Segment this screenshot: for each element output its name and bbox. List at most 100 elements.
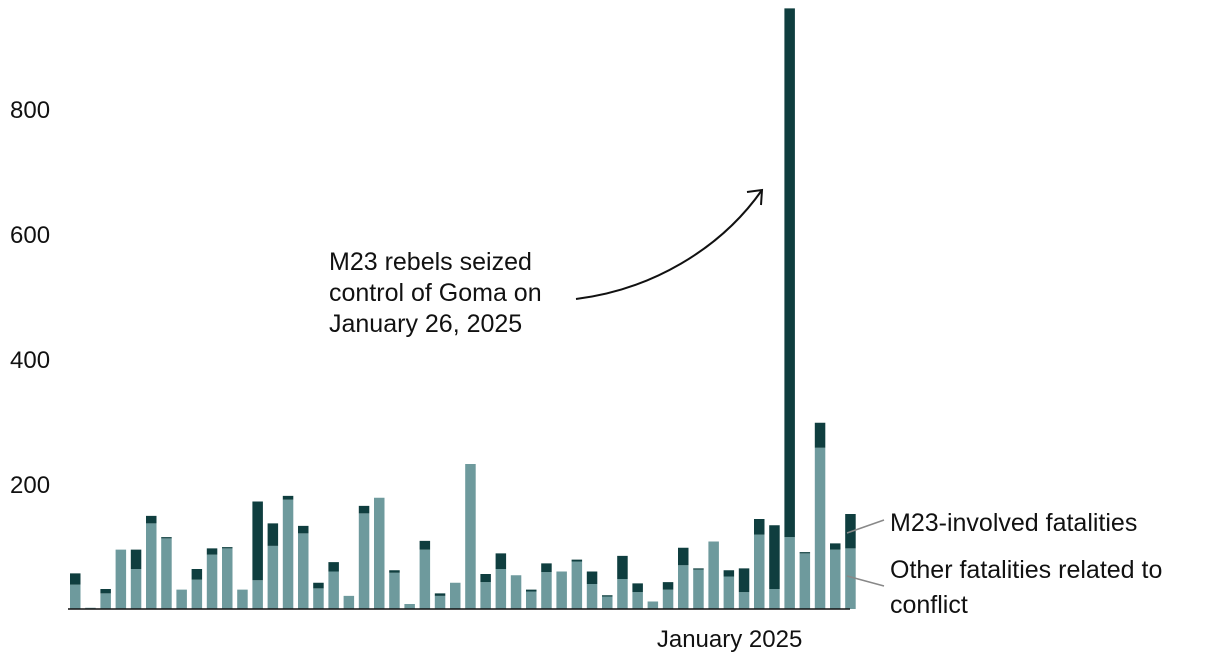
- bar-other-fatalities: [404, 604, 415, 609]
- bar-other-fatalities: [708, 541, 719, 609]
- bar-m23-fatalities: [541, 563, 552, 573]
- legend-leader-other: [846, 575, 885, 587]
- bar-other-fatalities: [176, 589, 187, 609]
- bar-other-fatalities: [267, 545, 279, 609]
- bar-other-fatalities: [313, 588, 324, 609]
- bar-other-fatalities: [191, 579, 203, 609]
- y-tick-label: 600: [10, 222, 50, 249]
- bar-other-fatalities: [495, 569, 507, 609]
- bar-m23-fatalities: [602, 595, 613, 597]
- bar-m23-fatalities: [358, 505, 370, 514]
- bar-other-fatalities: [328, 571, 339, 609]
- bar-m23-fatalities: [206, 548, 218, 555]
- bar-other-fatalities: [586, 584, 598, 609]
- bar-other-fatalities: [282, 499, 294, 609]
- annotation-line-3: January 26, 2025: [329, 310, 522, 338]
- bar-other-fatalities: [222, 548, 233, 609]
- bar-other-fatalities: [541, 572, 552, 609]
- bar-other-fatalities: [571, 561, 583, 609]
- bar-other-fatalities: [298, 533, 309, 609]
- bars: [70, 8, 856, 609]
- bar-m23-fatalities: [313, 582, 324, 589]
- bar-m23-fatalities: [282, 495, 294, 500]
- bar-other-fatalities: [465, 464, 476, 609]
- bar-m23-fatalities: [632, 583, 643, 593]
- annotation-line-2: control of Goma on: [329, 279, 542, 307]
- bar-m23-fatalities: [526, 589, 537, 592]
- bar-other-fatalities: [450, 582, 461, 609]
- bar-m23-fatalities: [754, 519, 765, 535]
- bar-m23-fatalities: [586, 571, 598, 584]
- y-tick-label: 200: [10, 472, 50, 499]
- annotation-arrow: [575, 189, 763, 300]
- bar-m23-fatalities: [267, 523, 279, 546]
- bar-m23-fatalities: [298, 525, 309, 534]
- bar-m23-fatalities: [799, 552, 811, 554]
- bar-other-fatalities: [343, 595, 355, 609]
- legend: M23-involved fatalities Other fatalities…: [846, 509, 1169, 619]
- bar-m23-fatalities: [419, 540, 431, 550]
- annotation-text: M23 rebels seized control of Goma on Jan…: [329, 248, 549, 338]
- bar-m23-fatalities: [252, 501, 263, 581]
- bar-other-fatalities: [754, 534, 765, 609]
- bar-m23-fatalities: [100, 589, 111, 594]
- bar-m23-fatalities: [723, 570, 735, 577]
- bar-other-fatalities: [723, 576, 735, 609]
- bar-m23-fatalities: [814, 422, 826, 448]
- bar-other-fatalities: [814, 447, 826, 609]
- bar-other-fatalities: [738, 592, 750, 609]
- bar-other-fatalities: [632, 592, 643, 609]
- bar-m23-fatalities: [738, 568, 750, 593]
- bar-m23-fatalities: [571, 559, 583, 562]
- bar-other-fatalities: [769, 589, 780, 609]
- legend-label-other: Other fatalities related to conflict: [890, 556, 1169, 619]
- y-tick-label: 400: [10, 347, 50, 374]
- bar-other-fatalities: [70, 584, 81, 609]
- bar-other-fatalities: [693, 569, 704, 609]
- bar-other-fatalities: [510, 575, 522, 609]
- bar-m23-fatalities: [434, 593, 446, 596]
- bar-m23-fatalities: [191, 569, 203, 580]
- bar-other-fatalities: [237, 589, 248, 609]
- x-tick-label: January 2025: [657, 626, 802, 653]
- bar-m23-fatalities: [617, 555, 628, 579]
- bar-other-fatalities: [678, 565, 689, 609]
- bar-other-fatalities: [434, 595, 446, 609]
- bar-other-fatalities: [480, 582, 491, 609]
- bar-m23-fatalities: [161, 537, 172, 539]
- y-axis-ticks: 200 400 600 800: [10, 97, 50, 499]
- bar-m23-fatalities: [146, 515, 157, 524]
- bar-other-fatalities: [799, 553, 811, 609]
- bar-m23-fatalities: [830, 543, 841, 550]
- bar-other-fatalities: [389, 572, 400, 609]
- bar-other-fatalities: [845, 548, 856, 609]
- bar-other-fatalities: [602, 596, 613, 609]
- bar-other-fatalities: [647, 601, 659, 609]
- bar-other-fatalities: [784, 537, 795, 609]
- legend-label-m23: M23-involved fatalities: [890, 509, 1137, 537]
- bar-other-fatalities: [130, 569, 142, 609]
- bar-m23-fatalities: [784, 8, 795, 538]
- bar-other-fatalities: [617, 579, 628, 609]
- bar-other-fatalities: [206, 554, 218, 609]
- bar-other-fatalities: [662, 589, 674, 609]
- bar-other-fatalities: [252, 580, 263, 609]
- annotation-line-1: M23 rebels seized: [329, 248, 532, 276]
- bar-m23-fatalities: [693, 568, 704, 570]
- bar-m23-fatalities: [328, 562, 339, 572]
- bar-m23-fatalities: [480, 574, 491, 583]
- legend-label-other-line-2: conflict: [890, 591, 968, 619]
- bar-other-fatalities: [100, 593, 111, 609]
- bar-m23-fatalities: [495, 553, 507, 569]
- bar-other-fatalities: [115, 549, 127, 609]
- bar-m23-fatalities: [130, 549, 142, 569]
- y-tick-label: 800: [10, 97, 50, 124]
- bar-other-fatalities: [161, 538, 172, 609]
- bar-m23-fatalities: [662, 582, 674, 590]
- bar-m23-fatalities: [678, 547, 689, 566]
- bar-m23-fatalities: [389, 570, 400, 573]
- legend-leader-m23: [846, 519, 885, 534]
- bar-other-fatalities: [358, 513, 370, 609]
- bar-m23-fatalities: [70, 573, 81, 585]
